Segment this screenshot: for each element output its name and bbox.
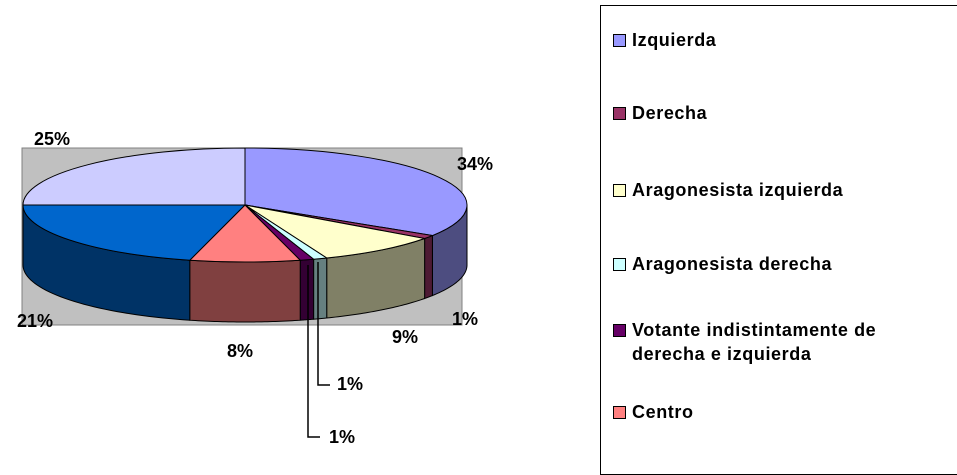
legend-swatch (613, 34, 626, 47)
slice (22, 147, 246, 206)
leader-line (307, 265, 320, 438)
legend-label: Aragonesista izquierda (632, 180, 844, 200)
data-label: 25% (34, 129, 70, 149)
legend-label: Votante indistintamente de derecha e izq… (632, 320, 877, 364)
legend-label: Centro (632, 402, 694, 422)
legend-swatch (613, 406, 626, 419)
slice-side (189, 259, 301, 323)
legend-swatch (613, 107, 626, 120)
leader-line (317, 262, 330, 386)
data-label: 1% (337, 374, 363, 394)
legend-entry: Izquierda (613, 28, 716, 52)
legend-entry: Aragonesista izquierda (613, 178, 843, 202)
slice-side (313, 257, 328, 320)
legend-swatch (613, 324, 626, 337)
legend-label: Izquierda (632, 30, 717, 50)
slice-side (424, 234, 433, 300)
data-label: 8% (227, 341, 253, 361)
chart: 34% 1% 9% 1% 1% 8% 21% 25% (17, 129, 493, 447)
legend-swatch (613, 258, 626, 271)
slice (22, 204, 247, 261)
legend-entry: Votante indistintamente de derecha e izq… (613, 318, 922, 366)
slice-side (299, 258, 315, 321)
page: {"chart_data": {"type": "pie3d", "catego… (16, 5, 957, 475)
legend-entry: Centro (613, 400, 694, 424)
data-label: 21% (17, 311, 53, 331)
legend-swatch (613, 184, 626, 197)
legend-label: Derecha (632, 103, 708, 123)
legend-entry: Aragonesista derecha (613, 252, 832, 276)
legend: Izquierda Derecha Aragonesista izquierda Ar… (600, 5, 957, 475)
data-label: 9% (392, 327, 418, 347)
slice (188, 204, 302, 263)
legend-label: Aragonesista derecha (632, 254, 833, 274)
data-label: 1% (329, 427, 355, 447)
legend-entry: Derecha (613, 101, 707, 125)
data-label: 34% (457, 154, 493, 174)
slice (244, 204, 427, 259)
data-label: 1% (452, 309, 478, 329)
